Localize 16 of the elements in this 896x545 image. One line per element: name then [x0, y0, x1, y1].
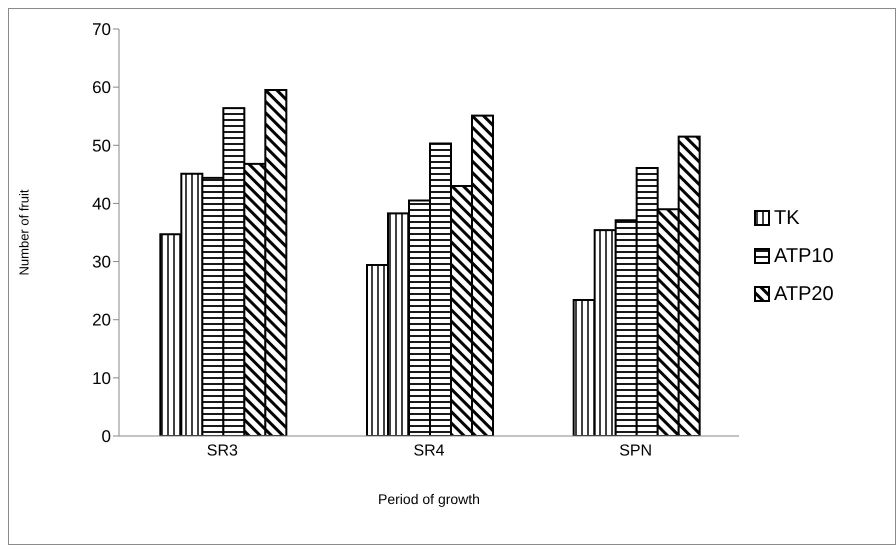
y-tick-label: 70 — [92, 20, 111, 40]
legend-label: ATP20 — [774, 282, 834, 307]
y-axis-title: Number of fruit — [16, 189, 32, 276]
y-tick-label: 40 — [92, 194, 111, 214]
y-tick-label: 50 — [92, 136, 111, 156]
x-tick-label: SR3 — [206, 442, 238, 460]
legend-label: TK — [774, 206, 800, 231]
y-tick-label: 30 — [92, 252, 111, 272]
x-axis-title: Period of growth — [378, 491, 480, 507]
legend-label: ATP10 — [774, 244, 834, 269]
x-tick-label: SR4 — [413, 442, 445, 460]
y-tick-label: 60 — [92, 78, 111, 98]
y-tick-label: 10 — [92, 368, 111, 388]
x-tick-label: SPN — [619, 442, 652, 460]
y-tick-label: 0 — [102, 427, 111, 446]
y-tick-label: 20 — [92, 310, 111, 330]
